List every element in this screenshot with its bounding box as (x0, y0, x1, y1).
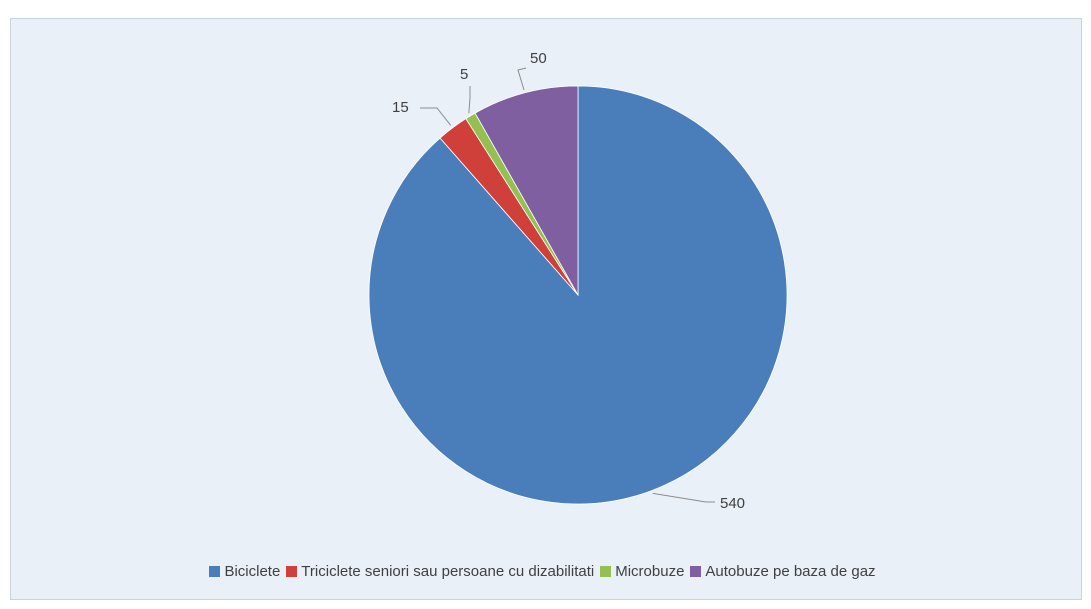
legend-label-biciclete: Biciclete (224, 563, 281, 580)
data-label-microbuze: 5 (460, 66, 468, 83)
leader-line-autobuze (517, 67, 527, 91)
leader-line-microbuze (468, 86, 471, 114)
legend-swatch-triciclete (286, 566, 298, 577)
legend-swatch-microbuze (600, 566, 612, 577)
legend-item-autobuze: Autobuze pe baza de gaz (690, 563, 876, 580)
legend-swatch-biciclete (209, 566, 221, 577)
legend-label-triciclete: Triciclete seniori sau persoane cu dizab… (301, 563, 595, 580)
legend-item-triciclete: Triciclete seniori sau persoane cu dizab… (286, 563, 594, 580)
leader-line-biciclete (652, 492, 715, 503)
legend-label-microbuze: Microbuze (615, 563, 685, 580)
data-label-biciclete: 540 (720, 495, 745, 512)
data-label-triciclete: 15 (392, 99, 409, 116)
pie-slice-autobuze (474, 85, 579, 297)
pie-slices (368, 85, 788, 505)
legend-item-biciclete: Biciclete (209, 563, 280, 580)
legend-swatch-autobuze (690, 566, 702, 577)
legend-item-microbuze: Microbuze (600, 563, 684, 580)
leader-line-triciclete (420, 107, 452, 126)
pie-chart: 540 15 5 50 (368, 50, 788, 512)
data-label-autobuze: 50 (530, 50, 547, 67)
legend-label-autobuze: Autobuze pe baza de gaz (705, 563, 876, 580)
leader-lines (420, 67, 715, 503)
legend: Biciclete Triciclete seniori sau persoan… (0, 563, 1091, 580)
data-labels: 540 15 5 50 (392, 50, 745, 512)
